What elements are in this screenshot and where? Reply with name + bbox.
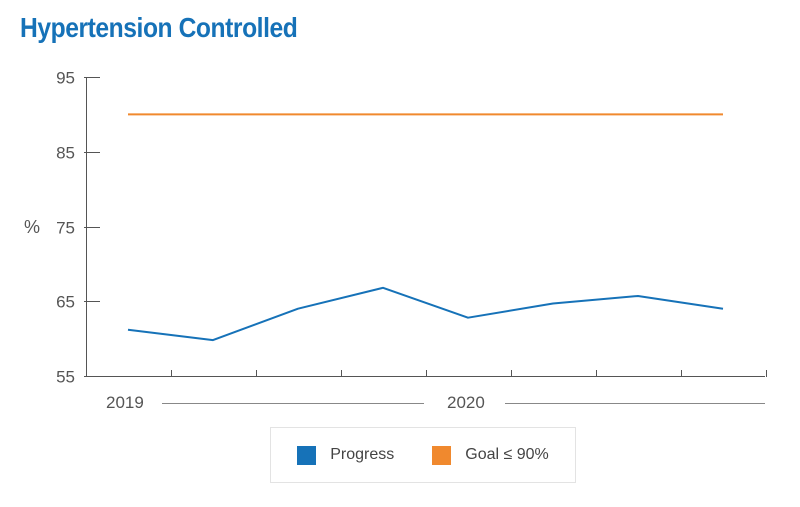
y-tick-label: 55: [56, 368, 75, 387]
line-chart: 55 65 75 85 95% 2019 2020: [24, 69, 767, 412]
x-group-label: 2019: [106, 393, 144, 412]
series-line-progress: [127, 286, 724, 342]
chart-legend: Progress Goal ≤ 90%: [270, 427, 576, 483]
chart-title: Hypertension Controlled: [20, 12, 298, 43]
x-group-label: 2020: [447, 393, 485, 412]
y-tick-label: 65: [56, 293, 75, 312]
y-tick-label: 75: [56, 219, 75, 238]
chart-axes: [86, 77, 765, 377]
legend-label-progress: Progress: [330, 446, 395, 463]
chart-ticks: 55 65 75 85 95% 2019 2020: [24, 69, 767, 412]
y-tick-label: 85: [56, 144, 75, 163]
y-axis-label: %: [24, 217, 40, 237]
legend-label-goal: Goal ≤ 90%: [465, 446, 549, 463]
legend-item-progress: Progress: [297, 445, 395, 465]
chart-series: [127, 113, 724, 342]
legend-item-goal: Goal ≤ 90%: [432, 445, 549, 465]
y-tick-label: 95: [56, 69, 75, 88]
legend-swatch-goal: [432, 445, 452, 465]
legend-swatch-progress: [297, 445, 317, 465]
